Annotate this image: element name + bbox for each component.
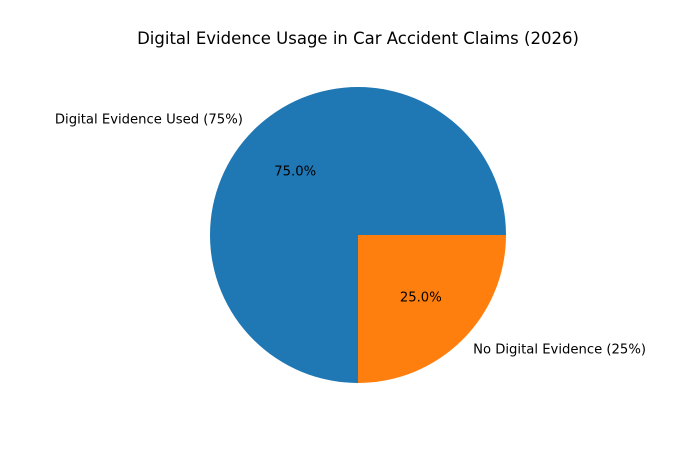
slice-percent-label-1: 75.0% xyxy=(274,165,316,180)
slice-percent-label-2: 25.0% xyxy=(400,290,442,305)
pie-slices xyxy=(210,87,506,383)
pie-slice-2 xyxy=(358,235,506,383)
slice-label-2: No Digital Evidence (25%) xyxy=(473,343,646,358)
pie-labels: Digital Evidence Used (75%) 75.0% No Digit… xyxy=(55,112,646,357)
slice-label-1: Digital Evidence Used (75%) xyxy=(55,112,243,127)
chart-title: Digital Evidence Usage in Car Accident C… xyxy=(137,29,579,48)
